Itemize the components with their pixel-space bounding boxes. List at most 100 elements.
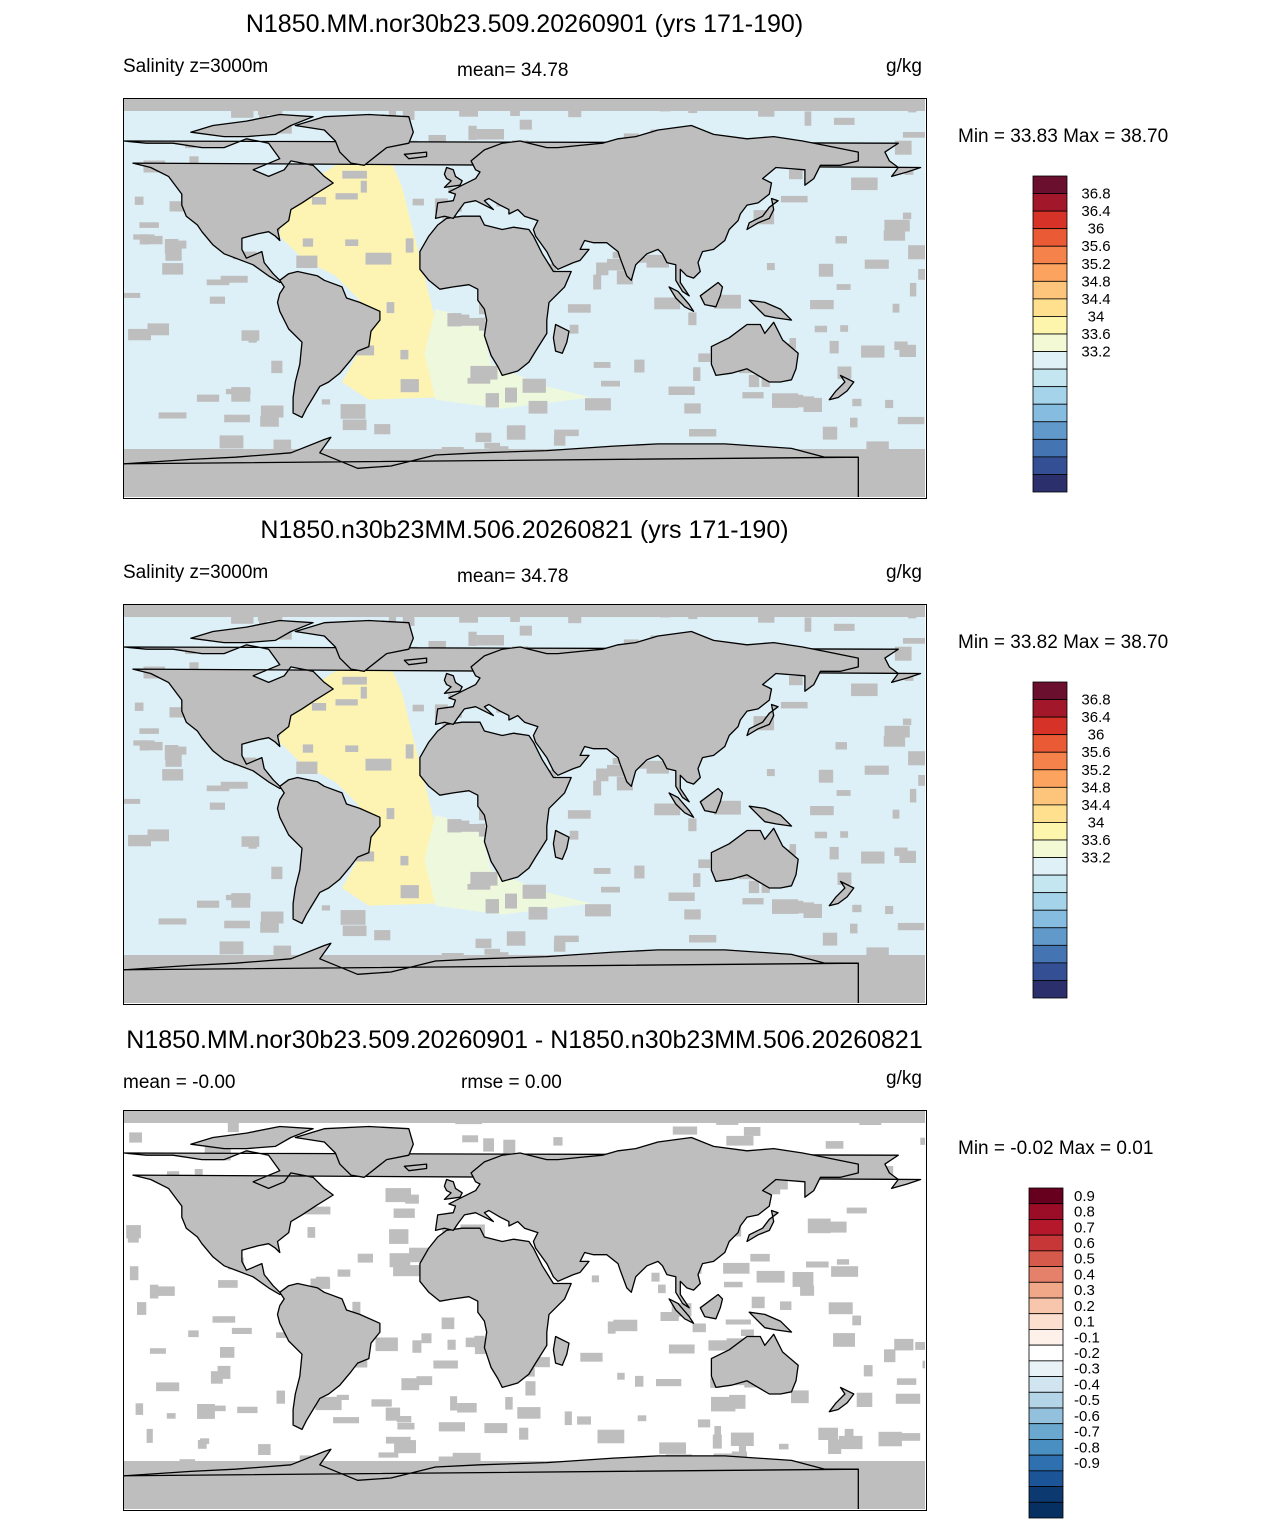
colorbar-box bbox=[1032, 927, 1068, 946]
landmass-borneo bbox=[699, 281, 724, 308]
colorbar-box bbox=[1032, 681, 1068, 700]
variable-label: Salinity z=3000m bbox=[123, 562, 269, 583]
arctic-cap bbox=[124, 605, 925, 617]
colorbar-box bbox=[1032, 438, 1068, 458]
landmass-eurasia bbox=[434, 630, 859, 803]
units-label: g/kg bbox=[886, 1068, 922, 1089]
colorbar-box bbox=[1028, 1329, 1064, 1346]
colorbar-label: 33.2 bbox=[1081, 344, 1110, 361]
landmass-new-guinea bbox=[748, 299, 793, 321]
colorbar-box bbox=[1032, 228, 1068, 247]
landmass-australia bbox=[710, 1333, 799, 1395]
colorbar-box bbox=[1028, 1423, 1064, 1440]
colorbar-label: 0.8 bbox=[1074, 1204, 1095, 1221]
colorbar-box bbox=[1032, 298, 1068, 317]
colorbar-box bbox=[1032, 193, 1068, 212]
landmass-africa bbox=[419, 721, 572, 883]
landmass-sumatra bbox=[668, 792, 695, 818]
landmass-africa bbox=[419, 1227, 572, 1389]
colorbar-box bbox=[1028, 1281, 1064, 1299]
colorbar-box bbox=[1032, 839, 1068, 858]
colorbar-box bbox=[1032, 769, 1068, 788]
colorbar-box bbox=[1032, 874, 1068, 894]
landmass-sumatra bbox=[668, 286, 695, 312]
landmass-south-america bbox=[276, 776, 381, 925]
landmass-new-zealand bbox=[828, 374, 855, 401]
colorbar-box bbox=[1032, 333, 1068, 352]
landmass-new-guinea bbox=[748, 805, 793, 827]
colorbar-label: -0.7 bbox=[1074, 1424, 1100, 1441]
colorbar-box bbox=[1028, 1250, 1064, 1267]
colorbar-box bbox=[1028, 1454, 1064, 1472]
colorbar-label: 0.9 bbox=[1074, 1188, 1095, 1205]
colorbar-box bbox=[1032, 699, 1068, 718]
landmass-sumatra bbox=[668, 1298, 695, 1324]
arctic-cap bbox=[124, 99, 925, 111]
landmass-madagascar bbox=[552, 1335, 570, 1366]
panel-model-509: N1850.MM.nor30b23.509.20260901 (yrs 171-… bbox=[0, 0, 1285, 505]
colorbar-box bbox=[1028, 1203, 1064, 1220]
colorbar-label: 35.2 bbox=[1081, 762, 1110, 779]
colorbar-label: 34.8 bbox=[1081, 273, 1110, 290]
colorbar-label: -0.3 bbox=[1074, 1361, 1100, 1378]
panel-difference: N1850.MM.nor30b23.509.20260901 - N1850.n… bbox=[0, 1012, 1285, 1519]
landmass-south-america bbox=[276, 1282, 381, 1431]
colorbar-label: 34 bbox=[1088, 308, 1105, 325]
colorbar-box bbox=[1028, 1266, 1064, 1283]
colorbar-label: 35.6 bbox=[1081, 744, 1110, 761]
colorbar-label: -0.1 bbox=[1074, 1329, 1100, 1346]
landmass-antarctica bbox=[124, 942, 859, 1003]
min-max-label: Min = 33.83 Max = 38.70 bbox=[958, 126, 1169, 147]
colorbar-label: 35.2 bbox=[1081, 256, 1110, 273]
colorbar-box bbox=[1028, 1344, 1064, 1362]
landmass-antarctica bbox=[124, 1448, 859, 1509]
colorbar-box bbox=[1032, 351, 1068, 370]
colorbar-label: 36.8 bbox=[1081, 692, 1110, 709]
colorbar-label: 0.2 bbox=[1074, 1298, 1095, 1315]
colorbar-label: 34.8 bbox=[1081, 779, 1110, 796]
colorbar-box bbox=[1032, 368, 1068, 388]
landmass-antarctica bbox=[124, 436, 859, 497]
colorbar-box bbox=[1032, 316, 1068, 335]
colorbar-box bbox=[1032, 909, 1068, 929]
colorbar-box bbox=[1032, 786, 1068, 806]
landmass-arctic-islands bbox=[190, 113, 314, 138]
colorbar-box bbox=[1032, 245, 1068, 265]
colorbar-label: 34.4 bbox=[1081, 797, 1110, 814]
colorbar-label: 0.7 bbox=[1074, 1219, 1095, 1236]
colorbar-box bbox=[1032, 804, 1068, 823]
landmass-borneo bbox=[699, 1293, 724, 1320]
rmse-label: rmse = 0.00 bbox=[461, 1072, 562, 1093]
colorbar-label: 36.4 bbox=[1081, 203, 1110, 220]
landmass-africa bbox=[419, 215, 572, 377]
colorbar-box bbox=[1032, 456, 1068, 475]
colorbar-label: 0.1 bbox=[1074, 1314, 1095, 1331]
colorbar-box bbox=[1032, 892, 1068, 911]
landmass-australia bbox=[710, 827, 799, 889]
colorbar-box bbox=[1032, 421, 1068, 440]
landmass-uk bbox=[443, 1178, 463, 1201]
colorbar-label: 0.6 bbox=[1074, 1235, 1095, 1252]
landmass-japan bbox=[746, 197, 779, 231]
colorbar-label: -0.6 bbox=[1074, 1408, 1100, 1425]
landmass-south-america bbox=[276, 270, 381, 419]
landmass-madagascar bbox=[552, 323, 570, 354]
landmass-greenland bbox=[294, 1125, 414, 1178]
units-label: g/kg bbox=[886, 562, 922, 583]
colorbar-box bbox=[1032, 980, 1068, 999]
landmass-borneo bbox=[699, 787, 724, 814]
colorbar-box bbox=[1032, 734, 1068, 753]
colorbar-label: -0.2 bbox=[1074, 1345, 1100, 1362]
colorbar-label: 36 bbox=[1088, 727, 1105, 744]
colorbar-box bbox=[1032, 822, 1068, 841]
colorbar-label: 34.4 bbox=[1081, 291, 1110, 308]
landmass-eurasia bbox=[434, 124, 859, 297]
landmass-australia bbox=[710, 321, 799, 383]
colorbar-label: 0.5 bbox=[1074, 1251, 1095, 1268]
landmass-madagascar bbox=[552, 829, 570, 860]
mean-label: mean= 34.78 bbox=[457, 566, 569, 587]
colorbar-label: -0.8 bbox=[1074, 1439, 1100, 1456]
colorbar-box bbox=[1028, 1391, 1064, 1409]
colorbar-label: 36.4 bbox=[1081, 709, 1110, 726]
